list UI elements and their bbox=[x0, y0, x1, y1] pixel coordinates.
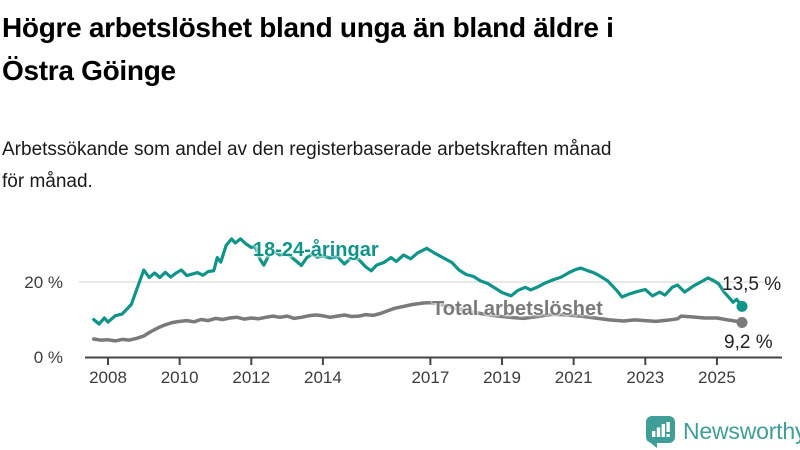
end-value-label-young: 13,5 % bbox=[722, 274, 782, 295]
x-axis-label-2014: 2014 bbox=[304, 368, 342, 387]
newsworthy-wordmark: Newsworthy bbox=[683, 418, 800, 444]
x-axis-label-2008: 2008 bbox=[89, 368, 127, 387]
exclamation-dot bbox=[666, 434, 670, 437]
page-title: Högre arbetslöshet bland unga än bland ä… bbox=[2, 12, 614, 86]
x-axis-label-2017: 2017 bbox=[411, 368, 449, 387]
series-young-line bbox=[92, 237, 744, 326]
speech-bubble-shape bbox=[646, 416, 675, 448]
series-total-end-dot bbox=[736, 317, 748, 328]
x-axis-label-2025: 2025 bbox=[698, 368, 736, 387]
y-axis-label-0: 0 % bbox=[34, 348, 63, 367]
x-axis-labels: 2008 2010 2012 2014 2017 2019 2021 2023 2025 bbox=[89, 368, 736, 387]
x-axis-label-2019: 2019 bbox=[483, 368, 521, 387]
series-total-line-group bbox=[91, 300, 748, 343]
bar-2 bbox=[656, 427, 661, 437]
newsworthy-logo-icon bbox=[646, 416, 675, 448]
y-axis-labels: 0 % 20 % bbox=[24, 273, 63, 367]
series-young-line-group bbox=[92, 237, 748, 326]
series-young-end-dot bbox=[736, 300, 748, 312]
newsworthy-logo[interactable]: Newsworthy bbox=[645, 415, 800, 448]
y-axis-label-20: 20 % bbox=[24, 273, 63, 292]
x-axis-label-2010: 2010 bbox=[161, 368, 199, 387]
bar-1 bbox=[652, 431, 656, 437]
x-axis-label-2012: 2012 bbox=[232, 368, 270, 387]
series-total-line bbox=[91, 300, 744, 343]
exclamation-bar bbox=[666, 422, 670, 432]
x-axis-label-2021: 2021 bbox=[555, 368, 593, 387]
x-axis-ticks bbox=[107, 357, 718, 365]
page-subtitle: Arbetssökande som andel av den registerb… bbox=[2, 139, 612, 192]
x-axis-label-2023: 2023 bbox=[626, 368, 664, 387]
series-label-total: Total arbetslöshet bbox=[432, 298, 603, 320]
end-value-label-total: 9,2 % bbox=[724, 332, 773, 353]
bar-3 bbox=[661, 424, 665, 437]
series-label-young: 18-24-åringar bbox=[253, 239, 379, 261]
